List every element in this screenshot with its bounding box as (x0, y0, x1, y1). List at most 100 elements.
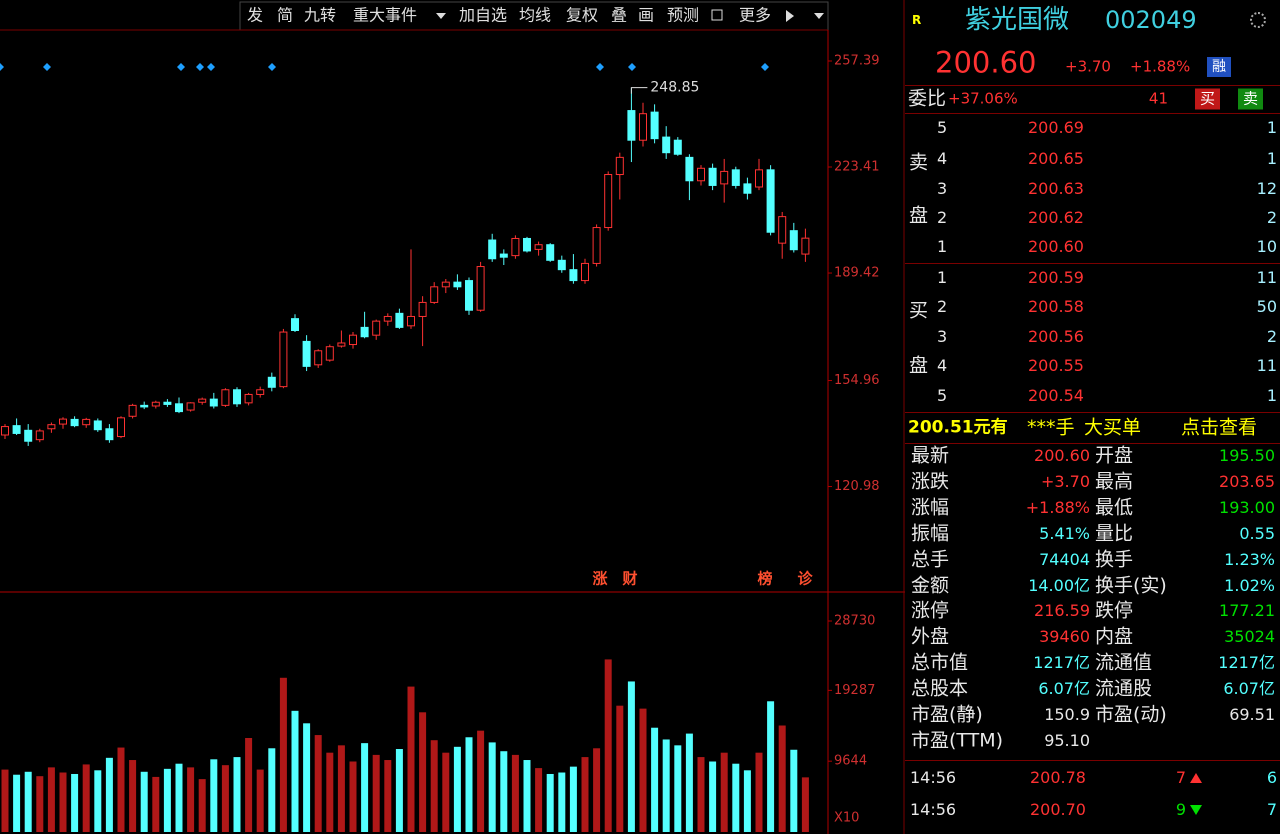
stat-label: 涨幅 (911, 496, 950, 519)
y-tick-label: 257.39 (834, 54, 880, 69)
volume-bar (407, 686, 415, 832)
stat-label: 涨跌 (911, 470, 950, 493)
expand-icon[interactable] (786, 10, 794, 22)
volume-bar (82, 764, 90, 832)
book-volume: 11 (1256, 268, 1277, 287)
candle-body (662, 136, 671, 154)
dropdown-arrow[interactable] (814, 13, 824, 19)
y-tick-label: 189.42 (834, 266, 880, 281)
candle-body (499, 253, 508, 258)
toolbar-item[interactable]: 叠 (611, 6, 627, 25)
stat-value: 195.50 (1219, 446, 1275, 465)
volume-bar (349, 761, 357, 832)
trade-price: 200.70 (1030, 800, 1086, 819)
stat-value: +1.88% (1025, 497, 1090, 517)
banner-item[interactable]: 大买单 (1084, 416, 1142, 439)
sell-button[interactable]: 卖 (1238, 88, 1264, 110)
candle-body (476, 266, 485, 311)
candle-body (488, 239, 497, 260)
toolbar-item[interactable]: 简 (277, 6, 293, 25)
book-price: 200.69 (1028, 118, 1084, 137)
level: 1 (937, 268, 948, 287)
book-volume: 2 (1266, 327, 1277, 346)
candle-body (233, 389, 241, 405)
dropdown-arrow[interactable] (436, 13, 446, 19)
volume-bar (187, 767, 195, 832)
stat-value: 200.60 (1034, 446, 1090, 465)
candle-body (581, 262, 589, 282)
volume-bar (465, 737, 473, 832)
candle-body (360, 326, 369, 338)
level: 2 (937, 297, 948, 316)
candle-body (685, 156, 694, 182)
candle-body (47, 424, 56, 430)
volume-bar (535, 768, 543, 832)
banner-item[interactable]: ***手 (1027, 416, 1075, 439)
trade-price: 200.78 (1030, 768, 1086, 787)
toolbar-item[interactable]: 加自选 (459, 6, 507, 25)
volume-bar (326, 752, 334, 832)
signal-label: 涨 (592, 570, 607, 588)
volume-bar (685, 733, 693, 832)
stat-value: 35024 (1224, 627, 1275, 647)
volume-bar (1, 769, 9, 832)
volume-bar (221, 765, 229, 832)
banner-item[interactable]: 点击查看 (1181, 416, 1258, 439)
toolbar-item[interactable]: 更多 (739, 6, 771, 25)
candle-body (755, 169, 763, 188)
volume-bar (13, 774, 21, 832)
volume-bar (36, 776, 44, 832)
candle-body (430, 286, 439, 303)
stat-value: 1.23% (1224, 549, 1275, 569)
event-marker (177, 63, 185, 71)
toolbar-item[interactable]: 重大事件 (353, 6, 417, 25)
volume-bar (697, 757, 705, 832)
candle-body (604, 174, 613, 229)
stat-label: 总股本 (911, 677, 969, 700)
toolbar-item[interactable]: 画 (638, 6, 654, 25)
candle-body (59, 418, 67, 425)
volume-bar (477, 730, 485, 832)
toolbar-item[interactable]: 复权 (566, 6, 598, 25)
toolbar (239, 1, 829, 31)
buy-button[interactable]: 买 (1195, 88, 1221, 110)
candle-body (615, 156, 624, 176)
candle-body (267, 376, 276, 388)
book-label: 盘 (909, 354, 929, 377)
candle-body (209, 398, 218, 407)
toolbar-item[interactable]: 九转 (304, 6, 336, 25)
book-volume: 12 (1256, 179, 1277, 198)
stat-value: 1217亿 (1033, 653, 1090, 673)
change: +3.70 (1065, 57, 1111, 76)
stock-name: 紫光国微 (965, 5, 1070, 35)
volume-bar (616, 705, 624, 832)
stat-label: 流通股 (1095, 677, 1153, 700)
y-tick-label: 9644 (834, 754, 867, 769)
volume-bar (604, 659, 612, 832)
lock-icon[interactable] (711, 9, 723, 21)
annotation-leader (630, 87, 648, 94)
stat-value: 14.00亿 (1028, 575, 1090, 595)
volume-bar (523, 760, 531, 832)
candle-body (256, 389, 265, 395)
candle-body (35, 430, 44, 441)
down-arrow (1190, 805, 1202, 815)
event-marker (628, 63, 636, 71)
candle-body (186, 402, 195, 411)
event-marker (268, 63, 276, 71)
level: 4 (937, 356, 948, 375)
toolbar-item[interactable]: 预测 (667, 6, 699, 25)
toolbar-item[interactable]: 均线 (519, 6, 551, 25)
y-tick-label: 223.41 (834, 160, 880, 175)
stat-label: 外盘 (911, 625, 950, 648)
up-arrow (1190, 773, 1202, 783)
candle-body (279, 331, 288, 388)
toolbar-item[interactable]: 发 (247, 6, 263, 25)
stat-value: 74404 (1039, 549, 1090, 569)
stat-label: 市盈(静) (911, 703, 983, 726)
candle-body (592, 227, 601, 264)
settings-icon[interactable] (1250, 12, 1266, 28)
volume-bar (639, 708, 647, 832)
banner-item[interactable]: 200.51元有 (908, 417, 1008, 438)
stock-code: 002049 (1105, 6, 1197, 34)
